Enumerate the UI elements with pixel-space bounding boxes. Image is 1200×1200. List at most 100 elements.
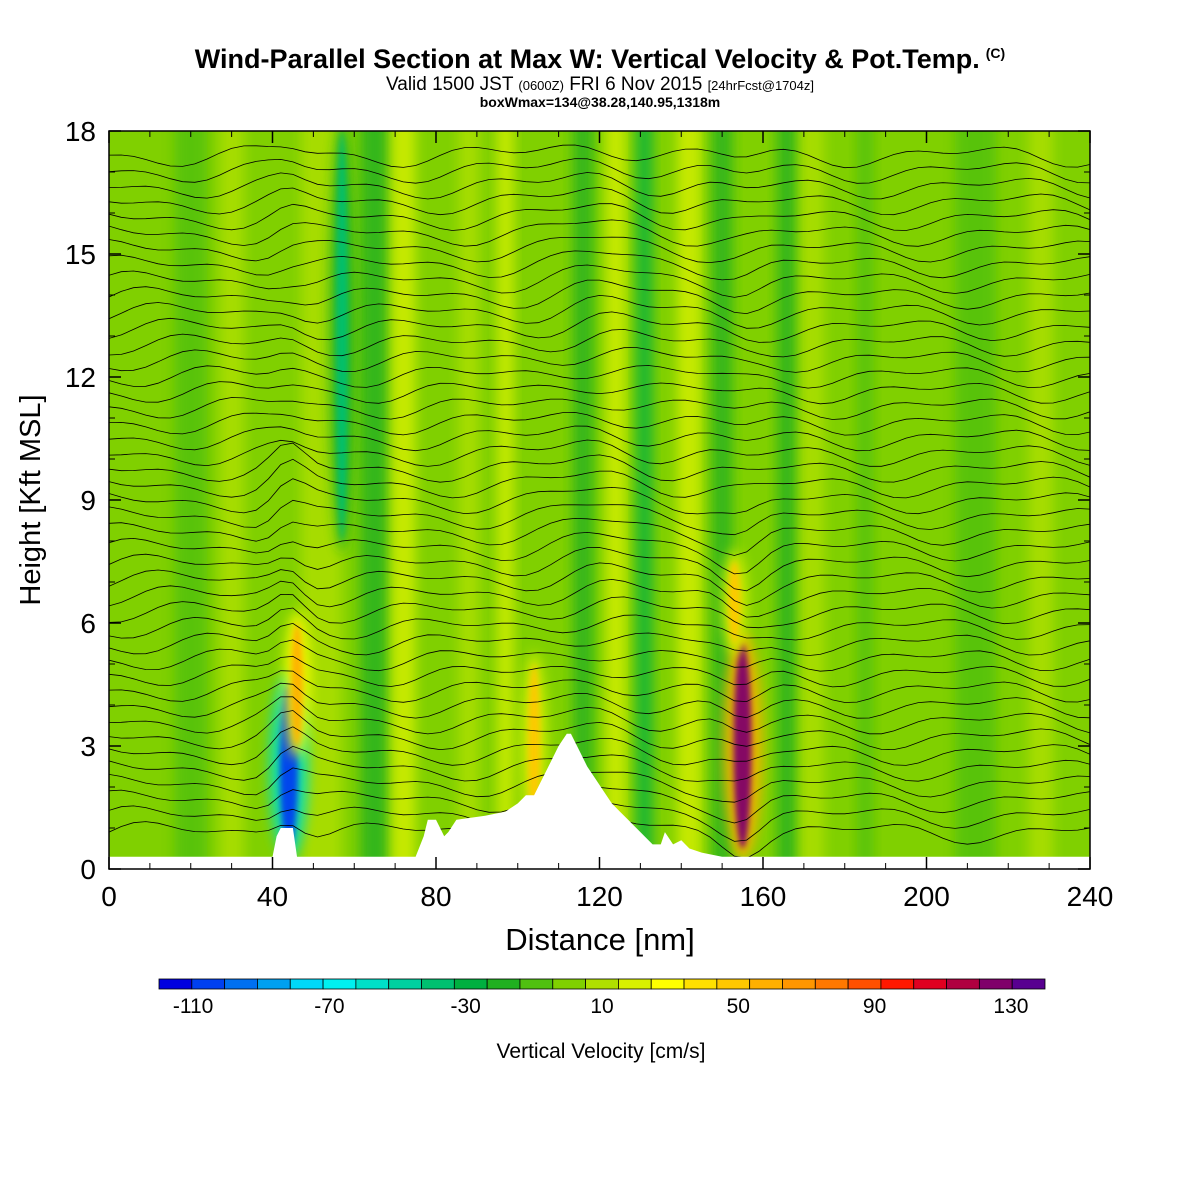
colorbar: -110 -70 -30 10 50 90 130 [158, 978, 1046, 1018]
x-axis-label: Distance [nm] [505, 922, 695, 957]
colorbar-swatch [552, 978, 586, 990]
colorbar-tick-label: 90 [863, 995, 886, 1018]
isentrope [109, 682, 1090, 719]
colorbar-swatch [618, 978, 652, 990]
colorbar-swatch [585, 978, 619, 990]
isentrope [109, 478, 1090, 515]
copyright-mark: (C) [985, 45, 1006, 61]
isentrope [109, 397, 1090, 420]
isentrope [109, 607, 1090, 641]
isentrope [109, 279, 1090, 315]
y-axis-label: Height [Kft MSL] [15, 394, 47, 605]
isentrope [109, 767, 1090, 803]
colorbar-swatch [519, 978, 554, 990]
velocity-band [677, 131, 702, 869]
x-tick-label: 0 [101, 881, 117, 912]
colorbar-swatch [453, 978, 488, 990]
colorbar-swatch [749, 978, 783, 990]
isentrope [109, 442, 1090, 483]
colorbar-swatch [650, 978, 685, 990]
valid-prefix: Valid 1500 JST [386, 74, 514, 95]
y-tick-label: 15 [65, 239, 96, 270]
colorbar-swatch [158, 978, 193, 990]
y-tick-label: 6 [80, 608, 96, 639]
isentrope [109, 745, 1090, 782]
isentrope [109, 547, 1090, 592]
isentrope [109, 219, 1090, 247]
isentrope [109, 670, 1090, 703]
colorbar-swatch [421, 978, 455, 990]
x-tick-label: 40 [257, 881, 288, 912]
isentrope [109, 710, 1090, 751]
velocity-band [799, 131, 825, 869]
isentrope [109, 696, 1090, 735]
chart-title: Wind-Parallel Section at Max W: Vertical… [0, 44, 1200, 75]
valid-utc: (0600Z) [518, 78, 564, 93]
isentrope [109, 158, 1090, 184]
velocity-band [955, 131, 996, 869]
isentrope [109, 187, 1090, 216]
y-tick-label: 12 [65, 362, 96, 393]
velocity-band [497, 131, 514, 869]
isentrope [109, 639, 1090, 672]
y-tick-label: 0 [80, 854, 96, 885]
isentrope [109, 726, 1090, 766]
colorbar-swatch [683, 978, 718, 990]
colorbar-swatch [716, 978, 751, 990]
isentrope [109, 365, 1090, 389]
velocity-feature-core [335, 131, 348, 541]
x-tick-label: 160 [740, 881, 787, 912]
colorbar-swatch [289, 978, 324, 990]
colorbar-tick-label: 10 [590, 995, 613, 1018]
velocity-band [572, 131, 594, 869]
colorbar-tick-label: 50 [727, 995, 750, 1018]
colorbar-swatch [847, 978, 882, 990]
colorbar-swatch [388, 978, 422, 990]
isentrope-lines [109, 144, 1090, 859]
velocity-band [219, 131, 244, 869]
isentrope [109, 311, 1090, 343]
y-axis: 0 3 6 9 12 15 18 [65, 116, 1090, 885]
colorbar-swatch [814, 978, 849, 990]
terrain-profile [109, 733, 1090, 869]
x-tick-label: 80 [420, 881, 451, 912]
velocity-band [857, 131, 874, 869]
isentrope [109, 172, 1090, 200]
isentrope [109, 264, 1090, 298]
isentrope [109, 622, 1090, 657]
isentrope [109, 294, 1090, 329]
chart-subtitle: Valid 1500 JST (0600Z) FRI 6 Nov 2015 [2… [0, 74, 1200, 96]
plot-background [109, 131, 1090, 869]
isentrope [109, 655, 1090, 688]
y-tick-label: 18 [65, 116, 96, 147]
velocity-bands [174, 131, 1054, 869]
isentrope [109, 250, 1090, 281]
isentrope [109, 578, 1090, 618]
colorbar-swatch [782, 978, 816, 990]
isentrope [109, 499, 1090, 536]
velocity-band [174, 131, 208, 869]
colorbar-label: Vertical Velocity [cm/s] [497, 1040, 706, 1063]
x-tick-label: 240 [1067, 881, 1114, 912]
velocity-band [777, 131, 798, 869]
colorbar-swatch [191, 978, 226, 990]
colorbar-swatch [322, 978, 357, 990]
colorbar-swatch [486, 978, 521, 990]
colorbar-tick-label: 130 [993, 995, 1028, 1018]
colorbar-swatch [946, 978, 980, 990]
colorbar-swatch [978, 978, 1013, 990]
isentrope [109, 144, 1090, 169]
isentrope [109, 203, 1090, 231]
isentrope [109, 593, 1090, 629]
isentrope [109, 425, 1090, 452]
isentrope [109, 562, 1090, 606]
isentrope [109, 381, 1090, 405]
isentrope [109, 439, 1090, 467]
isentrope [109, 531, 1090, 575]
chart-title-text: Wind-Parallel Section at Max W: Vertical… [194, 44, 980, 74]
isentrope [109, 328, 1090, 358]
velocity-band [391, 131, 416, 869]
x-tick-label: 120 [576, 881, 623, 912]
velocity-band [636, 131, 653, 869]
velocity-feature-core [528, 664, 541, 828]
